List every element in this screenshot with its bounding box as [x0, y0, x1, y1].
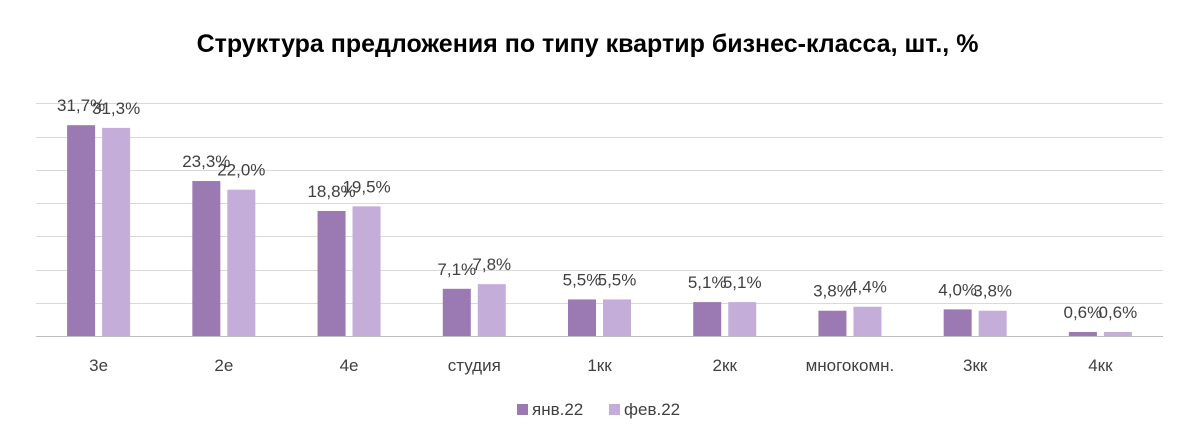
x-axis-tick-labels: 3е 2е 4е студия 1кк 2кк многокомн. 3кк 4кк [89, 356, 1113, 375]
data-label: 0,6% [1099, 303, 1138, 322]
gridlines [36, 103, 1163, 337]
x-tick-label: многокомн. [806, 356, 895, 375]
bar [978, 310, 1007, 336]
bar [818, 310, 847, 336]
x-tick-label: 2кк [713, 356, 738, 375]
data-label: 0,6% [1064, 303, 1103, 322]
bar [477, 284, 506, 336]
bar [1103, 332, 1132, 336]
data-label: 7,8% [472, 255, 511, 274]
bar [568, 299, 596, 336]
bar [102, 127, 131, 336]
x-tick-label: студия [448, 356, 501, 375]
data-label: 4,4% [848, 278, 887, 297]
x-tick-label: 3кк [963, 356, 988, 375]
bar [442, 288, 471, 336]
data-label: 5,1% [688, 273, 727, 292]
bar [67, 125, 96, 336]
data-label: 18,8% [307, 182, 355, 201]
x-tick-label: 1кк [587, 356, 612, 375]
data-label: 31,3% [92, 99, 140, 118]
x-tick-label: 4кк [1088, 356, 1113, 375]
x-tick-label: 4е [340, 356, 359, 375]
data-labels: 31,7%31,3% 23,3%22,0% 18,8%19,5% 7,1%7,8% 5,… [57, 96, 1137, 322]
bars [67, 125, 1132, 336]
legend: янв.22 фев.22 [517, 400, 680, 419]
x-tick-label: 3е [89, 356, 108, 375]
data-label: 5,1% [723, 273, 762, 292]
data-label: 31,7% [57, 96, 105, 115]
data-label: 5,5% [563, 270, 602, 289]
bar [728, 302, 757, 336]
bar [693, 302, 722, 336]
x-tick-label: 2е [214, 356, 233, 375]
data-label: 23,3% [182, 152, 230, 171]
data-label: 19,5% [342, 177, 390, 196]
data-label: 5,5% [598, 270, 637, 289]
legend-swatch [609, 404, 620, 415]
bar [603, 299, 631, 336]
chart-title: Структура предложения по типу квартир би… [196, 30, 979, 58]
bar [943, 309, 972, 336]
bar [227, 189, 256, 336]
bar [352, 206, 381, 336]
data-label: 7,1% [437, 260, 476, 279]
legend-label: янв.22 [532, 400, 583, 419]
bar [192, 181, 221, 336]
data-label: 3,8% [973, 282, 1012, 301]
bar [317, 210, 346, 336]
data-label: 4,0% [938, 280, 977, 299]
legend-label: фев.22 [624, 400, 680, 419]
bar [853, 306, 882, 336]
legend-swatch [517, 404, 528, 415]
data-label: 3,8% [813, 282, 852, 301]
data-label: 22,0% [217, 161, 265, 180]
bar [1068, 332, 1097, 336]
